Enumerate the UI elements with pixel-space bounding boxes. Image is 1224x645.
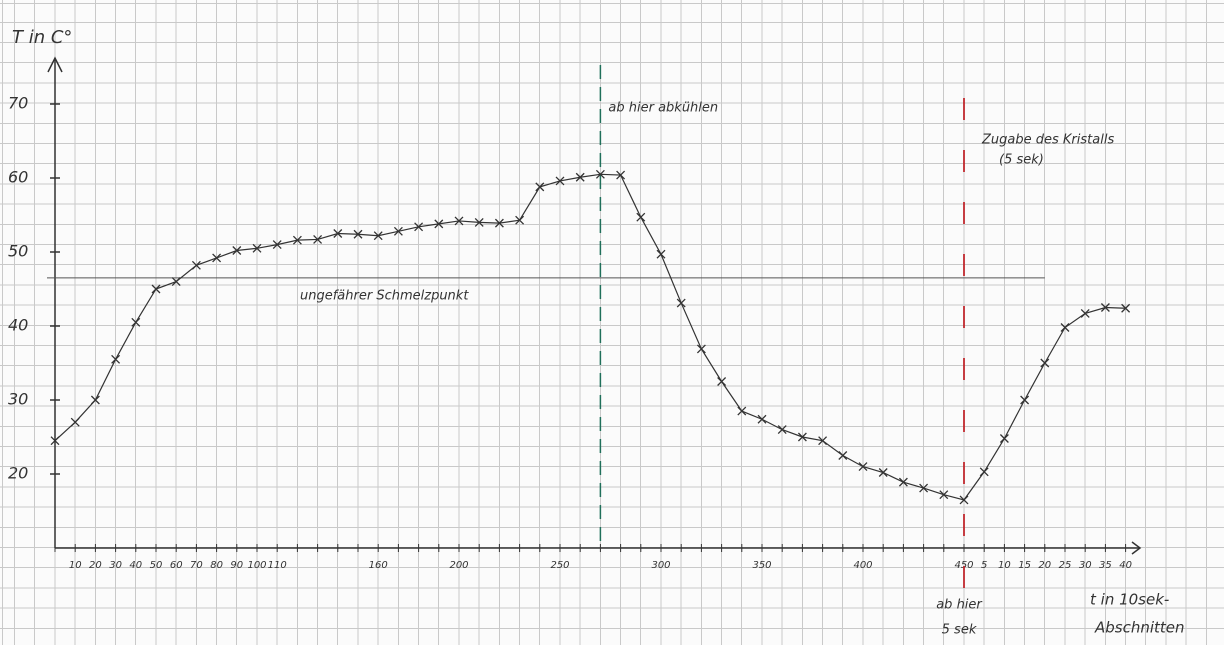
x-tick-label: 100	[247, 560, 266, 571]
x-tick-label: 80	[210, 560, 223, 571]
y-axis-label: T in C°	[12, 27, 72, 48]
point-marker	[112, 355, 120, 363]
x-tick-label: 110	[268, 560, 287, 571]
point-marker	[172, 278, 180, 286]
x-tick-label: 25	[1059, 560, 1072, 571]
x-tick-label: 20	[1038, 560, 1051, 571]
x-tick-label: 50	[150, 560, 163, 571]
x-tick-label: 20	[89, 560, 102, 571]
point-marker	[1000, 434, 1008, 442]
point-marker	[839, 452, 847, 460]
point-marker	[738, 407, 746, 415]
point-marker	[71, 418, 79, 426]
y-tick-label: 40	[8, 316, 28, 335]
point-marker	[637, 213, 645, 221]
point-marker	[758, 415, 766, 423]
point-marker	[152, 285, 160, 293]
point-marker	[91, 396, 99, 404]
x-tick-label: 200	[449, 560, 468, 571]
point-marker	[213, 254, 221, 262]
reference-label: ungefährer Schmelzpunkt	[300, 288, 469, 303]
point-marker	[920, 484, 928, 492]
x-tick-label: 30	[109, 560, 122, 571]
x-tick-label: 250	[550, 560, 569, 571]
y-tick-label: 60	[8, 168, 28, 187]
point-marker	[1081, 309, 1089, 317]
point-marker	[132, 318, 140, 326]
y-tick-label: 20	[8, 464, 28, 483]
annotation: (5 sek)	[999, 153, 1044, 168]
point-marker	[778, 426, 786, 434]
annotation: 5 sek	[942, 623, 977, 638]
x-tick-label: 40	[129, 560, 142, 571]
x-tick-label: 5	[981, 560, 987, 571]
point-marker	[718, 378, 726, 386]
y-tick-label: 50	[8, 242, 28, 261]
x-tick-label: 350	[752, 560, 771, 571]
chart: T in C° t in 10sek- Abschnitten 20 30 40 50…	[0, 0, 1224, 645]
x-tick-label: 300	[651, 560, 670, 571]
point-marker	[899, 478, 907, 486]
point-marker	[192, 261, 200, 269]
data-line	[55, 174, 1126, 500]
point-marker	[536, 183, 544, 191]
point-marker	[859, 463, 867, 471]
x-tick-label: 30	[1079, 560, 1092, 571]
x-tick-label: 400	[853, 560, 872, 571]
x-axis-label: Abschnitten	[1094, 619, 1185, 637]
x-tick-label: 160	[369, 560, 388, 571]
point-marker	[394, 227, 402, 235]
x-tick-label: 10	[69, 560, 82, 571]
y-tick-label: 30	[8, 390, 28, 409]
point-marker	[657, 250, 665, 258]
point-marker	[677, 299, 685, 307]
x-tick-label: 10	[998, 560, 1011, 571]
point-marker	[960, 496, 968, 504]
x-tick-label: 60	[170, 560, 183, 571]
point-marker	[697, 345, 705, 353]
annotation: Zugabe des Kristalls	[981, 133, 1114, 148]
annotation: ab hier	[936, 598, 983, 613]
y-tick-label: 70	[8, 94, 28, 113]
point-marker	[940, 491, 948, 499]
point-marker	[879, 469, 887, 477]
point-marker	[1021, 396, 1029, 404]
point-marker	[980, 468, 988, 476]
x-tick-label: 35	[1099, 560, 1112, 571]
point-marker	[1061, 323, 1069, 331]
annotation: ab hier abkühlen	[608, 101, 718, 116]
x-tick-label: 90	[230, 560, 243, 571]
point-marker	[1041, 359, 1049, 367]
x-axis-label: t in 10sek-	[1090, 591, 1169, 609]
x-tick-label: 40	[1119, 560, 1132, 571]
x-tick-label: 15	[1018, 560, 1031, 571]
x-tick-label: 70	[190, 560, 203, 571]
